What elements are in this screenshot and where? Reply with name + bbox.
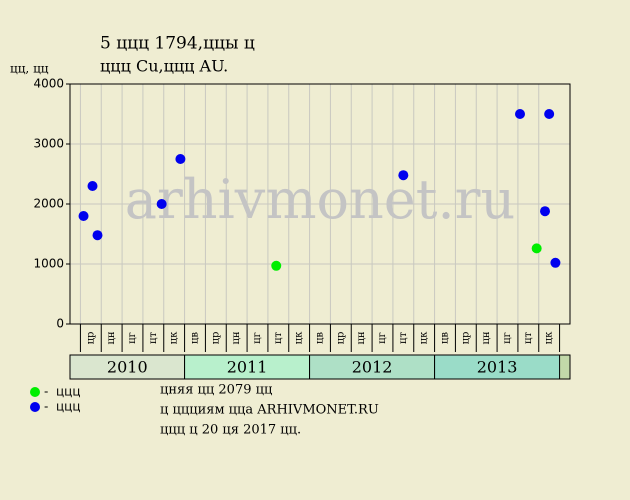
x-tick-label: цк [169, 331, 180, 344]
point [550, 257, 561, 268]
plot-border [69, 83, 571, 325]
point [271, 260, 282, 271]
x-tick-label: цн [481, 331, 492, 344]
year-label: 2012 [352, 358, 393, 377]
year-label: 2011 [227, 358, 268, 377]
year-cell [184, 354, 311, 380]
x-tick-label: цр [85, 332, 96, 345]
point [544, 109, 555, 119]
legend-dash: - [44, 385, 48, 399]
x-tick-label: цг [252, 332, 263, 344]
legend-label: ццц [56, 400, 81, 414]
y-tick-label: 0 [56, 317, 64, 331]
watermark: arhivmonet.ru [125, 168, 515, 231]
x-tick-label: цк [544, 331, 555, 344]
footnote: ццц ц 20 ця 2017 цц. [160, 423, 301, 438]
legend-marker [30, 387, 40, 397]
point [78, 211, 89, 221]
footnote: ц ццциям цца ARHIVMONET.RU [160, 403, 379, 418]
point [175, 154, 186, 164]
point [515, 109, 525, 119]
year-cell [434, 354, 561, 380]
x-tick-label: цн [356, 331, 367, 344]
x-tick-label: цн [231, 331, 242, 344]
chart-title: 5 ццц 1794,ццы ц [100, 34, 255, 54]
x-tick-label: цг [502, 332, 513, 344]
x-tick-label: цт [398, 332, 409, 344]
y-tick-label: 3000 [33, 137, 64, 151]
x-tick-label: цт [148, 332, 159, 344]
x-tick-label: цр [210, 332, 221, 345]
x-tick-label: цв [315, 332, 326, 344]
y-tick-label: 1000 [33, 257, 64, 271]
x-tick-label: цг [127, 332, 138, 344]
point [156, 199, 167, 209]
x-tick-label: цт [273, 332, 284, 344]
x-tick-label: цт [523, 332, 534, 344]
point [92, 230, 103, 241]
x-tick-label: цн [106, 331, 117, 344]
legend-label: ццц [56, 385, 81, 399]
year-label: 2010 [107, 358, 148, 377]
x-tick-label: цр [460, 332, 471, 345]
x-tick-label: цк [419, 331, 430, 344]
y-tick-label: 2000 [33, 197, 64, 211]
x-tick-label: цв [440, 332, 451, 344]
y-tick-label: 4000 [33, 77, 64, 91]
year-cell [69, 354, 186, 380]
point [540, 206, 550, 217]
point [87, 181, 98, 191]
legend-marker [30, 402, 40, 412]
chart-subtitle: ццц Cu,ццц AU. [100, 57, 228, 76]
x-tick-label: цк [294, 331, 305, 344]
x-tick-label: цв [190, 332, 201, 344]
point [531, 243, 542, 254]
x-tick-label: цг [377, 332, 388, 344]
legend-dash: - [44, 400, 48, 414]
y-axis-label: цц, цц [10, 62, 49, 76]
footnote: цняя цц 2079 цц [160, 383, 272, 398]
year-cell [309, 354, 436, 380]
year-label: 2013 [477, 358, 518, 377]
point [398, 170, 409, 181]
x-tick-label: цр [335, 332, 346, 345]
